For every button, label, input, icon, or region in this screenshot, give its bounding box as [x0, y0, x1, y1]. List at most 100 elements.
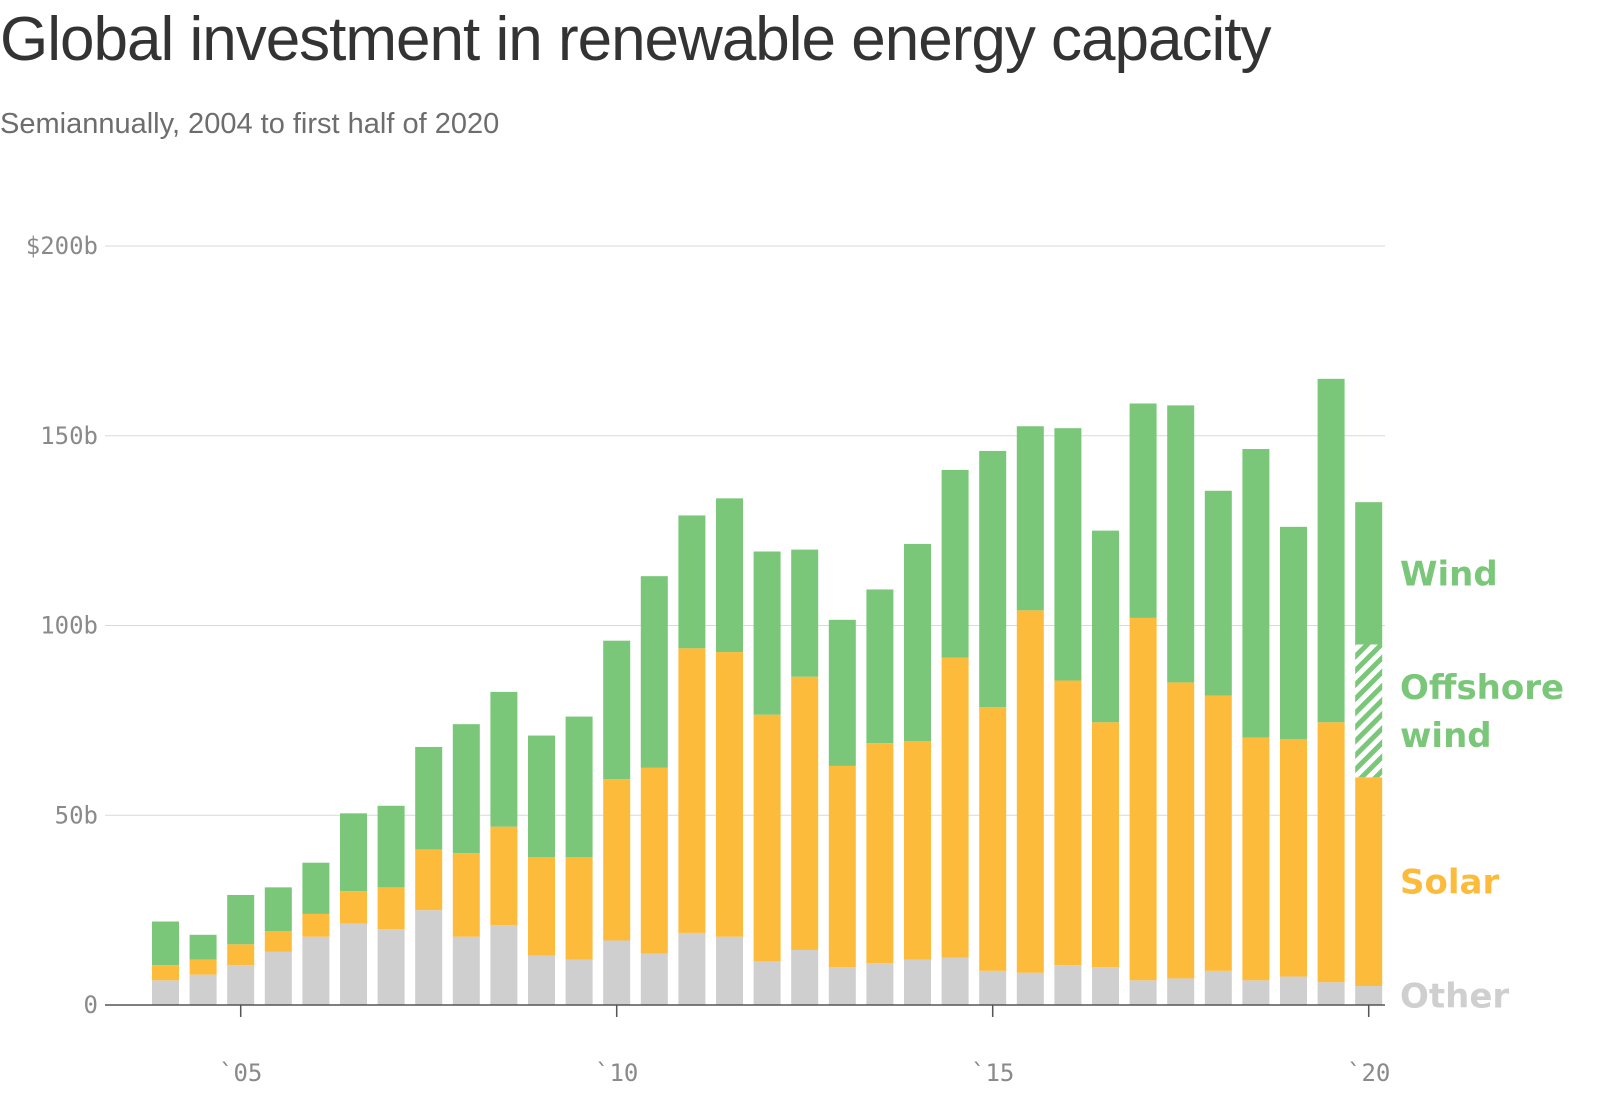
bar-segment-other [1167, 978, 1195, 1005]
bar-segment-solar [828, 765, 856, 968]
x-tick-label: `10 [595, 1059, 638, 1087]
bar-segment-solar [1016, 610, 1044, 973]
bar-segment-wind [152, 921, 179, 966]
bar-segment-wind [678, 515, 706, 649]
bar-segment-solar [227, 944, 255, 966]
bar-segment-other [1317, 982, 1345, 1005]
bar-segment-solar [1092, 722, 1119, 968]
bar-segment-offshore-wind [1355, 644, 1383, 778]
bar-segment-wind [227, 894, 255, 945]
bar-segment-other [1355, 986, 1383, 1005]
y-tick-label: 150b [40, 422, 98, 450]
bar-segment-solar [415, 849, 443, 911]
bar-segment-wind [1167, 405, 1195, 683]
chart-subtitle: Semiannually, 2004 to first half of 2020 [0, 108, 500, 140]
bar-segment-solar [753, 714, 781, 962]
bar-segment-solar [490, 826, 518, 926]
bar-segment-other [1054, 965, 1082, 1005]
bar-segment-other [1204, 970, 1232, 1005]
bar-segment-solar [1129, 617, 1157, 981]
bar-segment-solar [264, 930, 292, 952]
bar-segment-other [640, 953, 668, 1005]
bar-segment-wind [377, 805, 405, 888]
bar-segment-wind [415, 746, 443, 850]
bar-segment-solar [979, 707, 1007, 971]
bar-segment-wind [1016, 426, 1044, 611]
bar-segment-other [452, 936, 480, 1005]
bar-segment-wind [565, 716, 593, 857]
bar-segment-other [152, 980, 179, 1005]
series-label-wind: Wind [1400, 554, 1498, 594]
bar-segment-other [753, 961, 781, 1005]
bar-segment-solar [866, 743, 894, 964]
bar-segment-wind [716, 498, 743, 653]
bar-segment-wind [828, 619, 856, 766]
series-labels: Other Solar Offshore wind Wind [1400, 554, 1564, 1016]
x-tick-label: `15 [971, 1059, 1014, 1087]
bar-segment-other [603, 940, 631, 1005]
bar-segment-solar [565, 856, 593, 960]
y-tick-label: $200b [26, 232, 98, 260]
bar-segment-solar [791, 676, 819, 950]
bar-segment-solar [152, 965, 179, 981]
bar-segment-solar [941, 657, 969, 958]
bar-segment-solar [678, 648, 706, 933]
bar-segment-wind [340, 813, 367, 892]
bar-segment-wind [490, 691, 518, 827]
bar-segment-wind [979, 450, 1007, 708]
bar-segment-other [1129, 980, 1157, 1005]
bar-segment-wind [1129, 403, 1157, 618]
bar-segment-solar [1280, 739, 1307, 977]
bar-segment-solar [340, 891, 367, 924]
bar-segment-solar [302, 913, 330, 937]
bar-segment-wind [941, 469, 969, 658]
bar-segment-solar [1242, 737, 1270, 981]
bar-segment-wind [1092, 530, 1119, 723]
bar-segment-solar [1167, 682, 1195, 979]
bar-segment-wind [791, 549, 819, 677]
bar-segment-wind [753, 551, 781, 715]
bar-segment-solar [189, 959, 217, 975]
bar-segment-wind [640, 576, 668, 768]
bar-segment-other [791, 949, 819, 1005]
x-tick-label: `05 [219, 1059, 262, 1087]
y-tick-label: 50b [55, 801, 98, 829]
bar-segment-wind [1204, 490, 1232, 696]
series-label-offshore-wind: Offshore wind [1400, 668, 1564, 756]
bar-segment-other [415, 910, 443, 1005]
bar-segment-wind [1317, 378, 1345, 723]
bar-segment-solar [640, 767, 668, 954]
x-tick-label: `20 [1347, 1059, 1390, 1087]
y-axis-ticks: 0 50b 100b 150b $200b [26, 232, 98, 1019]
bar-segment-wind [528, 735, 555, 857]
bar-segment-other [490, 925, 518, 1005]
bar-segment-other [377, 929, 405, 1005]
bar-segment-other [340, 923, 367, 1005]
bar-segment-wind [904, 543, 931, 742]
y-tick-label: 0 [84, 991, 98, 1019]
bar-segment-solar [1355, 777, 1383, 987]
bar-segment-other [1016, 972, 1044, 1005]
chart-title: Global investment in renewable energy ca… [0, 5, 1272, 74]
bar-segment-solar [716, 652, 743, 937]
series-label-other: Other [1400, 977, 1509, 1017]
bar-segment-wind [1242, 449, 1270, 738]
bar-segment-other [828, 967, 856, 1005]
bar-segment-wind [1355, 502, 1383, 645]
bar-segment-other [904, 959, 931, 1005]
bar-segment-wind [452, 724, 480, 854]
bar-segment-other [528, 955, 555, 1005]
x-axis-ticks: `05 `10 `15 `20 [219, 1005, 1390, 1087]
bar-segment-wind [189, 934, 217, 960]
bar-segment-other [866, 963, 894, 1005]
bar-segment-solar [452, 853, 480, 937]
y-tick-label: 100b [40, 612, 98, 640]
bar-segment-solar [1054, 680, 1082, 966]
bar-segment-other [1280, 976, 1307, 1005]
bar-segment-solar [1204, 695, 1232, 971]
bar-segment-wind [302, 862, 330, 914]
bar-segment-wind [1280, 526, 1307, 740]
bar-segment-other [302, 936, 330, 1005]
bar-segment-other [264, 951, 292, 1005]
bar-segment-other [941, 957, 969, 1005]
